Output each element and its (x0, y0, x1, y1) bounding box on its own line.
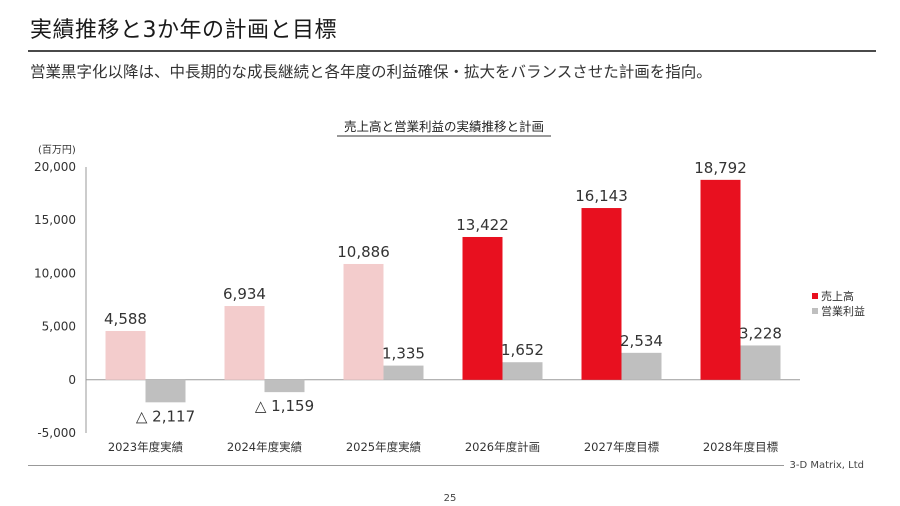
legend-swatch (812, 308, 818, 314)
bar-group: 13,422 1,652 2026年度計画 (456, 216, 544, 454)
title-divider (28, 50, 876, 52)
operating-income-bar (502, 362, 543, 380)
sales-value-label: 18,792 (694, 159, 747, 177)
bar-group: 6,934 △ 1,159 2024年度実績 (223, 285, 314, 454)
page-number: 25 (443, 493, 457, 504)
operating-income-value-label: 1,652 (501, 341, 544, 359)
x-category-label: 2023年度実績 (108, 440, 184, 454)
operating-income-bar (621, 352, 662, 380)
page-subtitle: 営業黒字化以降は、中長期的な成長継続と各年度の利益確保・拡大をバランスさせた計画… (30, 63, 712, 81)
x-category-label: 2026年度計画 (465, 440, 540, 454)
operating-income-value-label: 1,335 (382, 345, 425, 363)
operating-income-bar (145, 379, 186, 403)
operating-income-value-label: △ 2,117 (136, 407, 195, 425)
bar-group: 18,792 3,228 2028年度目標 (694, 159, 782, 454)
bar-groups: 4,588 △ 2,117 2023年度実績 6,934 △ 1,159 2024年度実績… (104, 159, 782, 454)
y-tick-label: -5,000 (37, 426, 76, 440)
footer-divider (28, 465, 784, 466)
x-category-label: 2024年度実績 (227, 440, 303, 454)
y-tick-label: 5,000 (42, 320, 76, 334)
chart-title: 売上高と営業利益の実績推移と計画 (344, 119, 544, 134)
sales-value-label: 4,588 (104, 310, 147, 328)
y-tick-label: 20,000 (34, 160, 76, 174)
y-axis-unit-label: (百万円) (38, 144, 76, 156)
company-name: 3-D Matrix, Ltd (789, 460, 864, 471)
sales-bar (224, 306, 265, 380)
operating-income-value-label: 3,228 (739, 324, 782, 342)
sales-bar (105, 330, 146, 380)
operating-income-bar (383, 365, 424, 380)
operating-income-bar (264, 379, 305, 393)
y-tick-label: 15,000 (34, 213, 76, 227)
x-category-label: 2028年度目標 (703, 440, 779, 454)
sales-value-label: 13,422 (456, 216, 509, 234)
sales-bar (462, 236, 503, 380)
bar-group: 4,588 △ 2,117 2023年度実績 (104, 310, 195, 454)
legend-swatch (812, 293, 818, 299)
operating-income-value-label: 2,534 (620, 332, 663, 350)
bar-group: 10,886 1,335 2025年度実績 (337, 243, 425, 454)
sales-bar (700, 179, 741, 380)
operating-income-value-label: △ 1,159 (255, 397, 314, 415)
y-axis: -5,000 0 5,000 10,000 15,000 20,000 (34, 160, 800, 440)
sales-value-label: 16,143 (575, 187, 628, 205)
sales-value-label: 6,934 (223, 285, 266, 303)
sales-value-label: 10,886 (337, 243, 390, 261)
y-tick-label: 0 (68, 373, 76, 387)
page-title: 実績推移と3か年の計画と目標 (30, 18, 337, 43)
sales-bar (343, 263, 384, 380)
x-category-label: 2027年度目標 (584, 440, 660, 454)
legend-label: 営業利益 (821, 304, 865, 318)
operating-income-bar (740, 345, 781, 380)
sales-bar (581, 208, 622, 380)
x-category-label: 2025年度実績 (346, 440, 422, 454)
bar-group: 16,143 2,534 2027年度目標 (575, 187, 663, 454)
y-tick-label: 10,000 (34, 266, 76, 280)
legend-label: 売上高 (821, 289, 854, 303)
